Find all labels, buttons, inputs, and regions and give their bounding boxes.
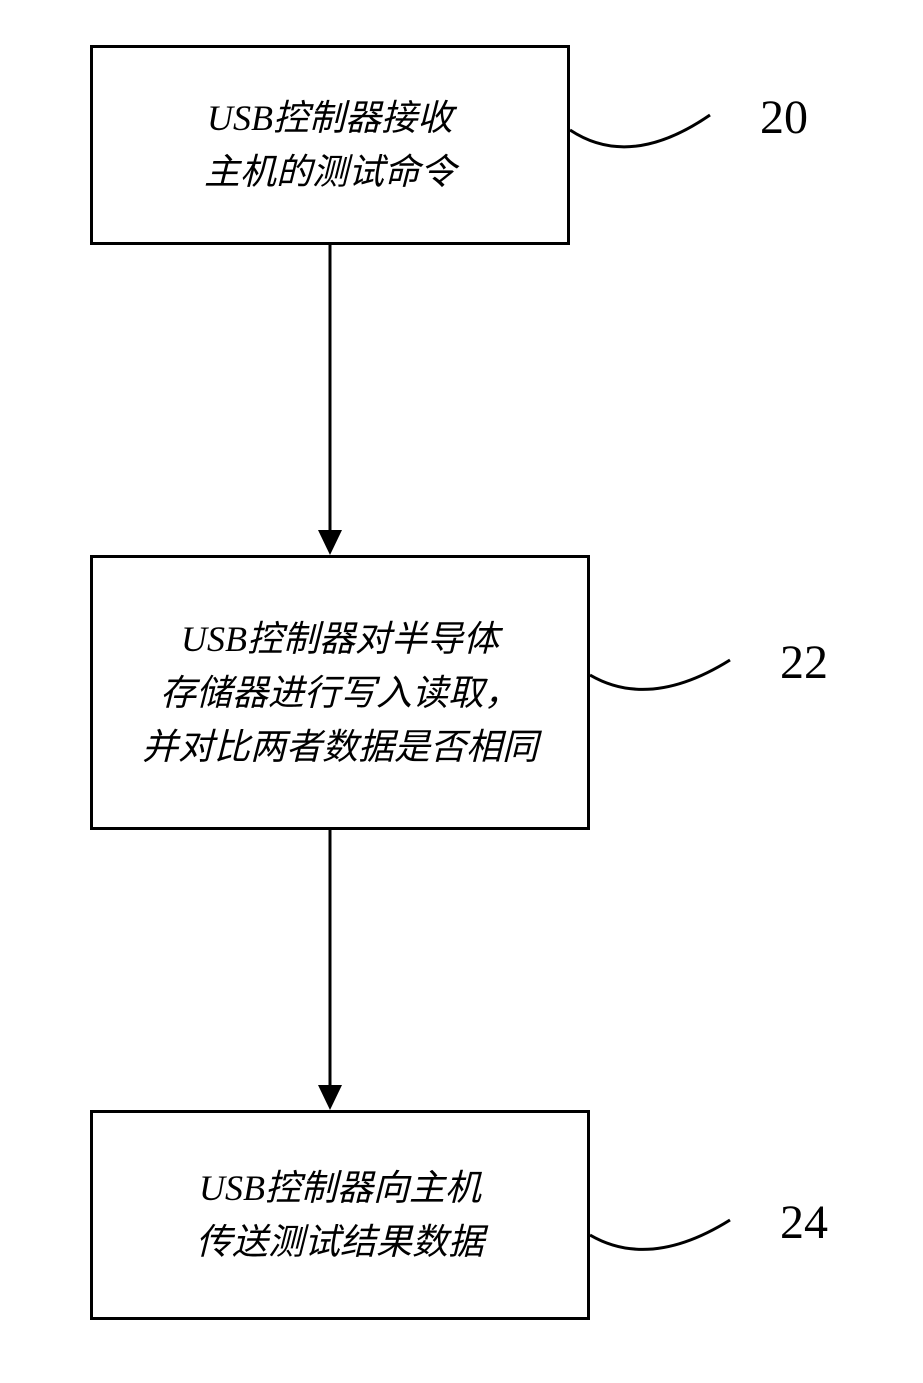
leader-line-1	[570, 110, 760, 180]
box-2-label: 22	[780, 635, 828, 690]
box-2-text: USB控制器对半导体 存储器进行写入读取， 并对比两者数据是否相同	[142, 612, 538, 774]
flowchart-box-1: USB控制器接收 主机的测试命令	[90, 45, 570, 245]
arrow-1-to-2	[310, 245, 350, 555]
box-1-label: 20	[760, 90, 808, 145]
box-3-label: 24	[780, 1195, 828, 1250]
arrow-2-to-3	[310, 830, 350, 1110]
leader-line-3	[590, 1215, 780, 1285]
leader-line-2	[590, 655, 780, 725]
box-1-text: USB控制器接收 主机的测试命令	[204, 91, 456, 199]
flowchart-box-3: USB控制器向主机 传送测试结果数据	[90, 1110, 590, 1320]
box-3-text: USB控制器向主机 传送测试结果数据	[196, 1161, 484, 1269]
flowchart-box-2: USB控制器对半导体 存储器进行写入读取， 并对比两者数据是否相同	[90, 555, 590, 830]
